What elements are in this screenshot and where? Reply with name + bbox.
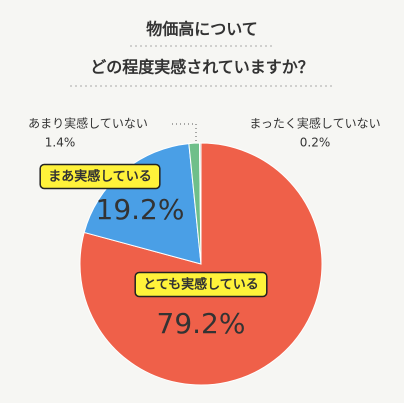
wedge: [198, 142, 202, 265]
chart-title: 物価高について: [146, 20, 258, 39]
category-label: あまり実感していない: [28, 116, 148, 131]
category-label: とても実感している: [143, 277, 259, 293]
value-label: 1.4%: [45, 136, 76, 150]
labels: とても実感している 79.2% まあ実感している 19.2% あまり実感していない 1.4…: [28, 116, 380, 341]
leader-line: [172, 123, 197, 142]
chart-subtitle: どの程度実感されていますか？: [90, 58, 314, 77]
label-box: [134, 271, 268, 298]
value-label: 0.2%: [300, 136, 331, 150]
category-label: まあ実感している: [48, 169, 152, 185]
value-label: 19.2%: [96, 193, 185, 226]
pie: [79, 142, 323, 386]
category-label: まったく実感していない: [249, 116, 380, 131]
label-box: [39, 163, 161, 190]
value-label: 79.2%: [157, 307, 246, 340]
